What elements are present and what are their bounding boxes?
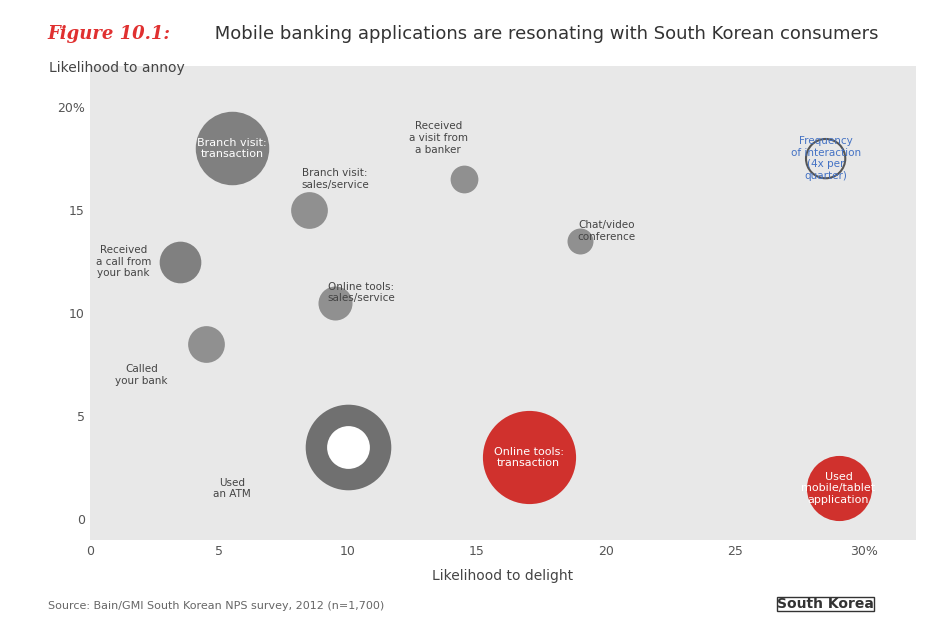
- Text: Frequency
of interaction
(4x per
quarter): Frequency of interaction (4x per quarter…: [790, 136, 861, 181]
- Text: Source: Bain/GMI South Korean NPS survey, 2012 (n=1,700): Source: Bain/GMI South Korean NPS survey…: [48, 600, 384, 611]
- Point: [573, 236, 588, 246]
- X-axis label: Likelihood to delight: Likelihood to delight: [432, 569, 574, 583]
- Text: Received
a call from
your bank: Received a call from your bank: [96, 245, 151, 279]
- Text: Mobile banking applications are resonating with South Korean consumers: Mobile banking applications are resonati…: [209, 25, 879, 43]
- Point: [173, 256, 188, 266]
- Point: [818, 153, 833, 163]
- Text: Branch visit:
sales/service: Branch visit: sales/service: [301, 169, 369, 190]
- Text: South Korea: South Korea: [777, 597, 874, 611]
- Point: [328, 298, 343, 308]
- Text: Used
an ATM: Used an ATM: [213, 478, 251, 499]
- Text: Figure 10.1:: Figure 10.1:: [48, 25, 170, 43]
- Y-axis label: Likelihood to annoy: Likelihood to annoy: [48, 61, 184, 75]
- Text: Branch visit:
transaction: Branch visit: transaction: [197, 137, 267, 159]
- Text: Online tools:
sales/service: Online tools: sales/service: [327, 282, 395, 303]
- Text: Called
your bank: Called your bank: [115, 364, 168, 386]
- Point: [199, 339, 214, 349]
- Text: Received
a visit from
a banker: Received a visit from a banker: [408, 121, 467, 155]
- Text: Used
mobile/tablet
application: Used mobile/tablet application: [802, 472, 876, 505]
- Point: [340, 442, 355, 452]
- Text: Online tools:
transaction: Online tools: transaction: [494, 446, 563, 468]
- Point: [522, 452, 537, 462]
- Text: Chat/video
conference: Chat/video conference: [577, 220, 636, 242]
- Point: [340, 442, 355, 452]
- Point: [457, 174, 472, 184]
- Point: [302, 205, 317, 215]
- Point: [224, 143, 239, 153]
- Point: [831, 483, 846, 494]
